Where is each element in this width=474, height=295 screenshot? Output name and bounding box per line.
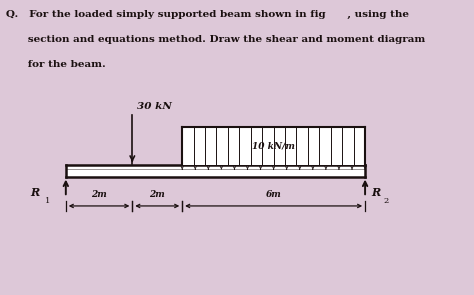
Text: Q.   For the loaded simply supported beam shown in fig      , using the: Q. For the loaded simply supported beam …	[6, 10, 409, 19]
Text: 30 kN: 30 kN	[137, 102, 172, 111]
Text: 1: 1	[45, 196, 50, 205]
Text: 2: 2	[383, 196, 389, 205]
Text: R: R	[371, 187, 381, 198]
Text: R: R	[30, 187, 40, 198]
Bar	[66, 165, 365, 177]
Text: 2m: 2m	[149, 190, 165, 199]
Text: 6m: 6m	[266, 190, 282, 199]
Text: 2m: 2m	[91, 190, 107, 199]
Bar	[182, 127, 365, 165]
Text: 10 kN/m: 10 kN/m	[252, 142, 295, 150]
Text: for the beam.: for the beam.	[6, 60, 105, 69]
Text: section and equations method. Draw the shear and moment diagram: section and equations method. Draw the s…	[6, 35, 425, 44]
